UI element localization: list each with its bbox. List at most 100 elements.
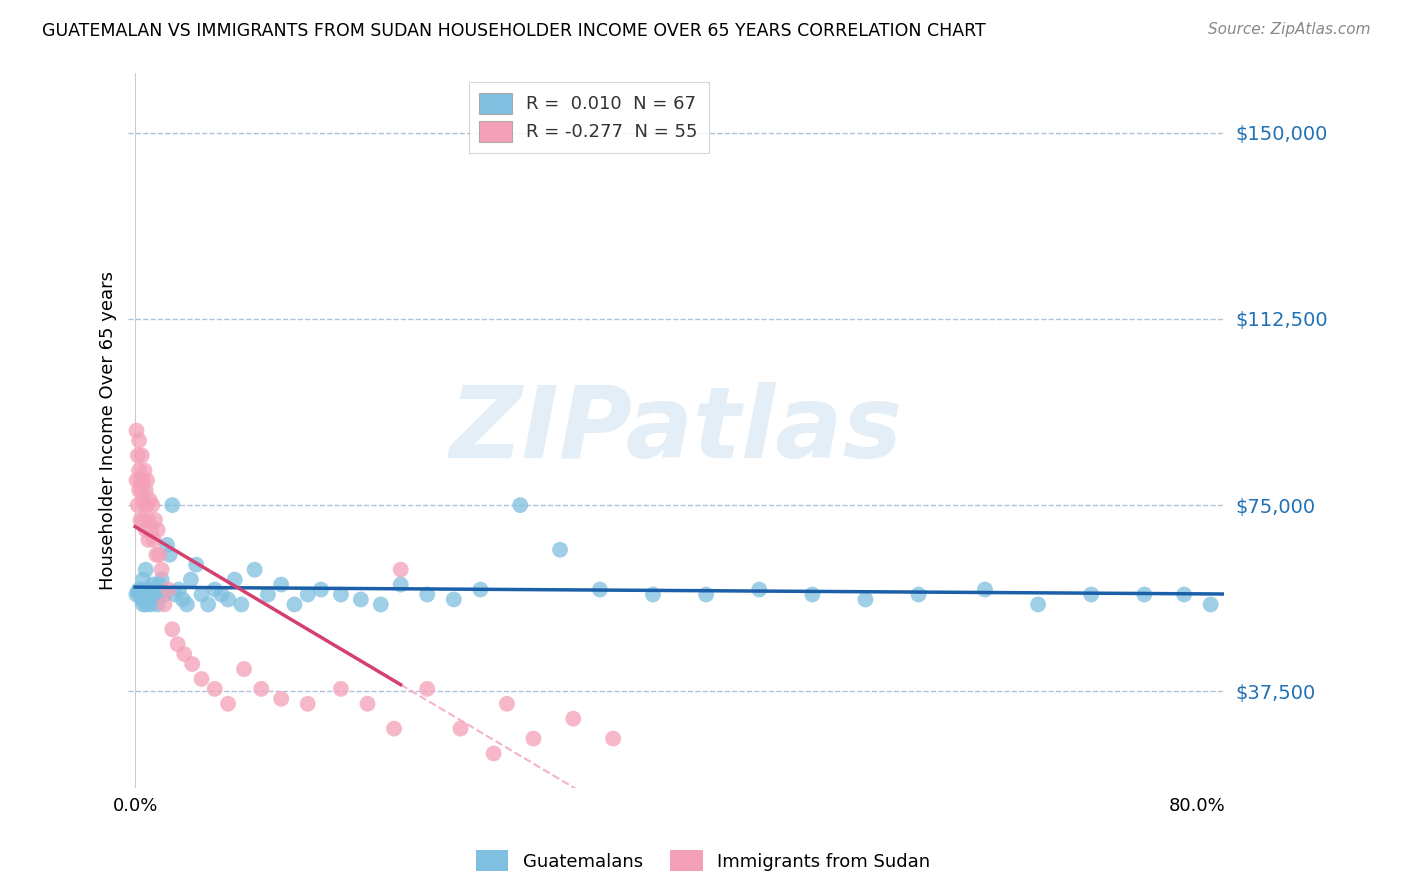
Point <box>141 577 163 591</box>
Point <box>389 563 412 577</box>
Point <box>855 592 877 607</box>
Point <box>132 598 155 612</box>
Point <box>142 533 165 547</box>
Point <box>138 582 160 597</box>
Point <box>132 573 155 587</box>
Point <box>1199 598 1222 612</box>
Point <box>548 542 571 557</box>
Point <box>145 582 167 597</box>
Point <box>134 582 156 597</box>
Point <box>146 523 169 537</box>
Point <box>128 582 150 597</box>
Point <box>150 573 173 587</box>
Text: ZIPatlas: ZIPatlas <box>450 382 903 479</box>
Point <box>134 463 156 477</box>
Point <box>1026 598 1049 612</box>
Legend: R =  0.010  N = 67, R = -0.277  N = 55: R = 0.010 N = 67, R = -0.277 N = 55 <box>468 82 709 153</box>
Point <box>801 587 824 601</box>
Point <box>125 587 148 601</box>
Point <box>204 582 226 597</box>
Point <box>129 513 152 527</box>
Point <box>127 449 149 463</box>
Point <box>157 582 180 597</box>
Point <box>150 563 173 577</box>
Point <box>125 473 148 487</box>
Point <box>522 731 544 746</box>
Point <box>162 622 184 636</box>
Point <box>356 697 378 711</box>
Point <box>297 697 319 711</box>
Point <box>231 598 253 612</box>
Point <box>186 558 208 572</box>
Point <box>974 582 997 597</box>
Point <box>695 587 717 601</box>
Point <box>907 587 929 601</box>
Point <box>297 587 319 601</box>
Point <box>176 598 198 612</box>
Point <box>389 577 412 591</box>
Point <box>270 691 292 706</box>
Point <box>142 587 165 601</box>
Point <box>1080 587 1102 601</box>
Point <box>136 473 159 487</box>
Point <box>509 498 531 512</box>
Point <box>145 548 167 562</box>
Point <box>416 681 439 696</box>
Point <box>350 592 373 607</box>
Point <box>217 592 239 607</box>
Point <box>132 473 155 487</box>
Point <box>132 493 155 508</box>
Point <box>129 587 152 601</box>
Point <box>172 592 194 607</box>
Point <box>143 513 166 527</box>
Point <box>166 637 188 651</box>
Point <box>139 523 162 537</box>
Point <box>416 587 439 601</box>
Point <box>138 513 160 527</box>
Point <box>482 747 505 761</box>
Point <box>141 498 163 512</box>
Point <box>190 672 212 686</box>
Point <box>135 563 157 577</box>
Point <box>128 483 150 498</box>
Point <box>181 657 204 671</box>
Point <box>224 573 246 587</box>
Point <box>153 598 176 612</box>
Point <box>135 523 157 537</box>
Point <box>602 731 624 746</box>
Point <box>149 587 172 601</box>
Point <box>135 483 157 498</box>
Point <box>136 498 159 512</box>
Point <box>496 697 519 711</box>
Point <box>128 463 150 477</box>
Point <box>329 587 352 601</box>
Point <box>243 563 266 577</box>
Point <box>283 598 305 612</box>
Point <box>127 585 149 599</box>
Point <box>209 587 232 601</box>
Y-axis label: Householder Income Over 65 years: Householder Income Over 65 years <box>100 271 117 591</box>
Point <box>153 587 176 601</box>
Legend: Guatemalans, Immigrants from Sudan: Guatemalans, Immigrants from Sudan <box>468 843 938 879</box>
Point <box>163 587 186 601</box>
Point <box>159 548 181 562</box>
Point <box>156 538 179 552</box>
Point <box>470 582 492 597</box>
Point <box>443 592 465 607</box>
Point <box>136 587 159 601</box>
Point <box>162 498 184 512</box>
Point <box>138 592 160 607</box>
Point <box>129 473 152 487</box>
Point <box>562 712 585 726</box>
Point <box>148 577 170 591</box>
Point <box>131 592 153 607</box>
Point <box>1173 587 1195 601</box>
Point <box>204 681 226 696</box>
Point <box>180 573 202 587</box>
Point <box>128 434 150 448</box>
Point <box>589 582 612 597</box>
Point <box>148 548 170 562</box>
Point <box>309 582 332 597</box>
Point <box>135 598 157 612</box>
Text: Source: ZipAtlas.com: Source: ZipAtlas.com <box>1208 22 1371 37</box>
